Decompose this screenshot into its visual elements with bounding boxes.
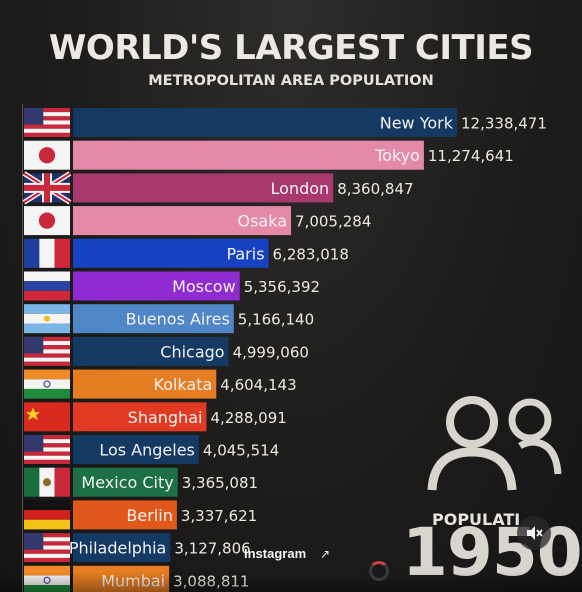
france-flag [24,238,70,268]
bar-philadelphia [73,533,171,563]
bar-buenos-aires [73,304,234,334]
bar-label: Mexico City [81,473,173,492]
bar-mumbai [73,565,170,592]
value-label: 12,338,471 [461,115,547,133]
bar-label: Paris [226,244,264,263]
value-label: 5,356,392 [244,278,320,296]
instagram-link[interactable]: Instagram [244,546,307,561]
chart-subtitle: METROPOLITAN AREA POPULATION [148,73,434,89]
russia-flag [24,271,70,301]
speaker-muted-icon [527,526,543,540]
japan-flag [24,206,70,236]
bar-mexico-city [73,467,178,497]
value-label: 6,283,018 [273,245,349,263]
bar-label: Los Angeles [99,441,195,460]
mute-button[interactable] [517,516,551,550]
value-label: 7,005,284 [295,213,371,231]
china-flag [24,402,70,432]
bar-kolkata [73,369,217,399]
bar-new-york [73,108,457,137]
bar-paris [73,238,269,268]
bar-shanghai [73,402,207,432]
united-states-flag [24,336,70,366]
embed-bottom-bar [0,572,582,592]
bar-label: Mumbai [101,571,165,590]
bar-osaka [73,206,292,236]
india-flag [24,565,70,592]
argentina-flag [24,304,70,334]
bar-los-angeles [73,435,199,464]
bar-label: Osaka [237,212,287,231]
bar-chicago [73,336,229,366]
value-label: 3,088,811 [173,572,249,590]
japan-flag [24,140,70,170]
india-flag [24,369,70,399]
year-label: 1950 [402,514,582,591]
bar-label: Shanghai [128,408,203,427]
bar-label: Philadelphia [69,539,166,558]
bar-label: Berlin [126,506,172,525]
united-kingdom-flag [22,171,72,205]
value-label: 3,337,621 [181,507,257,525]
value-label: 3,365,081 [182,474,258,492]
people-icon [427,396,562,491]
value-label: 4,999,060 [233,343,309,361]
value-label: 4,604,143 [220,376,296,394]
value-label: 8,360,847 [337,180,413,198]
value-label: 5,166,140 [238,311,314,329]
value-label: 4,045,514 [203,442,279,460]
mexico-flag [24,467,70,497]
bar-label: Moscow [172,277,236,296]
united-states-flag [24,108,70,137]
bar-berlin [73,500,177,530]
value-label: 3,127,806 [174,540,250,558]
bar-tokyo [73,140,424,170]
bar-label: Kolkata [153,375,212,394]
bar-label: Buenos Aires [126,310,230,329]
chart-title: WORLD'S LARGEST CITIES [48,28,534,68]
bar-label: New York [380,114,454,133]
population-label: POPULATI [432,510,521,529]
loading-spinner-icon [369,561,389,581]
germany-flag [24,500,70,530]
bar-london [73,173,334,203]
value-label: 4,288,091 [210,409,286,427]
external-link-icon[interactable]: ↗ [320,547,331,561]
united-states-flag [24,435,70,464]
axis-line [22,104,23,592]
united-states-flag [24,533,70,563]
value-label: 11,274,641 [428,147,514,165]
bar-label: Chicago [160,342,224,361]
bar-label: Tokyo [374,146,420,165]
bar-moscow [73,271,240,301]
bar-label: London [271,179,330,198]
